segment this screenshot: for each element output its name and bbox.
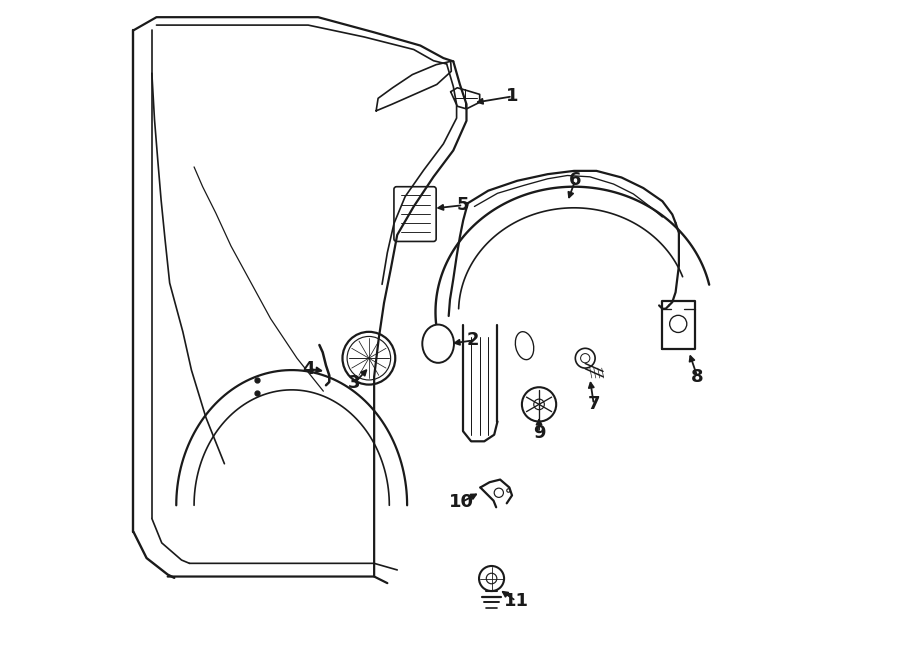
Text: 8: 8 [691,368,704,385]
Text: 11: 11 [503,592,528,610]
Text: 6: 6 [569,171,581,189]
Text: 9: 9 [533,424,545,442]
Text: 2: 2 [467,331,480,350]
Text: 5: 5 [457,196,470,214]
Text: 4: 4 [302,360,314,377]
Text: 7: 7 [588,395,600,413]
Text: 10: 10 [449,493,474,511]
Text: 1: 1 [507,87,519,105]
Text: 3: 3 [348,374,361,392]
